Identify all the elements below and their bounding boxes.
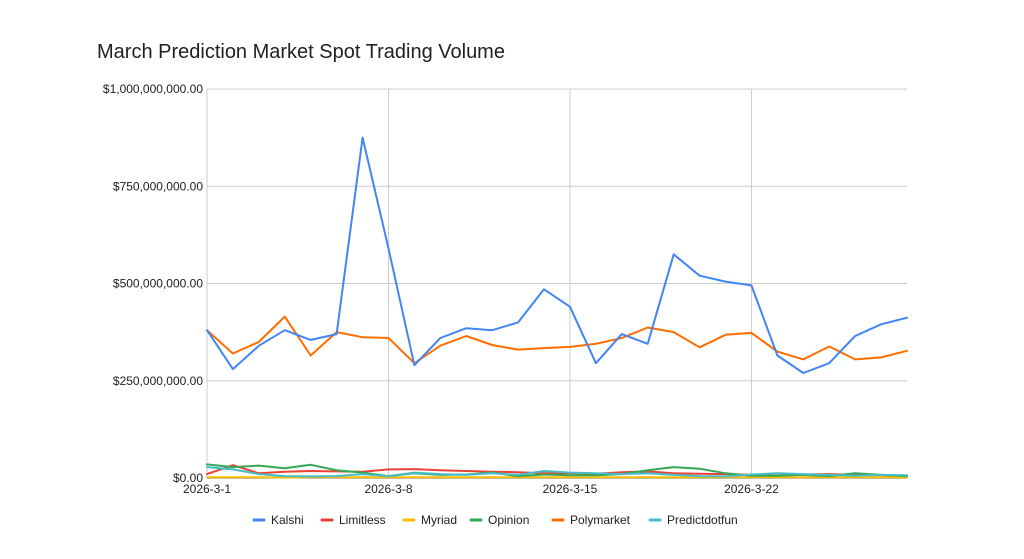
chart-title: March Prediction Market Spot Trading Vol… [97,41,505,63]
legend-label-predictdotfun: Predictdotfun [667,513,738,527]
legend-label-myriad: Myriad [421,513,457,527]
legend-label-kalshi: Kalshi [271,513,304,527]
x-axis-ticks: 2026-3-1 2026-3-8 2026-3-15 2026-3-22 [183,482,779,496]
y-axis-ticks: $0.00 $250,000,000.00 $500,000,000.00 $750,… [103,82,203,485]
legend: Kalshi Limitless Myriad Opinion Polymarket Pr… [252,513,738,527]
x-tick-label: 2026-3-22 [724,482,779,496]
series-line-polymarket [206,315,908,365]
y-tick-label: $750,000,000.00 [113,179,203,193]
y-tick-label: $0.00 [173,471,203,485]
series-line-kalshi [206,136,908,374]
x-tick-label: 2026-3-8 [364,482,412,496]
series-lines [206,136,908,479]
series-line-opinion [206,463,908,478]
gridlines [206,88,907,479]
x-tick-label: 2026-3-1 [183,482,231,496]
legend-label-opinion: Opinion [488,513,529,527]
x-tick-label: 2026-3-15 [543,482,598,496]
legend-label-polymarket: Polymarket [570,513,631,527]
y-tick-label: $1,000,000,000.00 [103,82,203,96]
y-tick-label: $500,000,000.00 [113,277,203,291]
y-tick-label: $250,000,000.00 [113,374,203,388]
legend-label-limitless: Limitless [339,513,386,527]
series-line-predictdotfun [206,466,908,478]
